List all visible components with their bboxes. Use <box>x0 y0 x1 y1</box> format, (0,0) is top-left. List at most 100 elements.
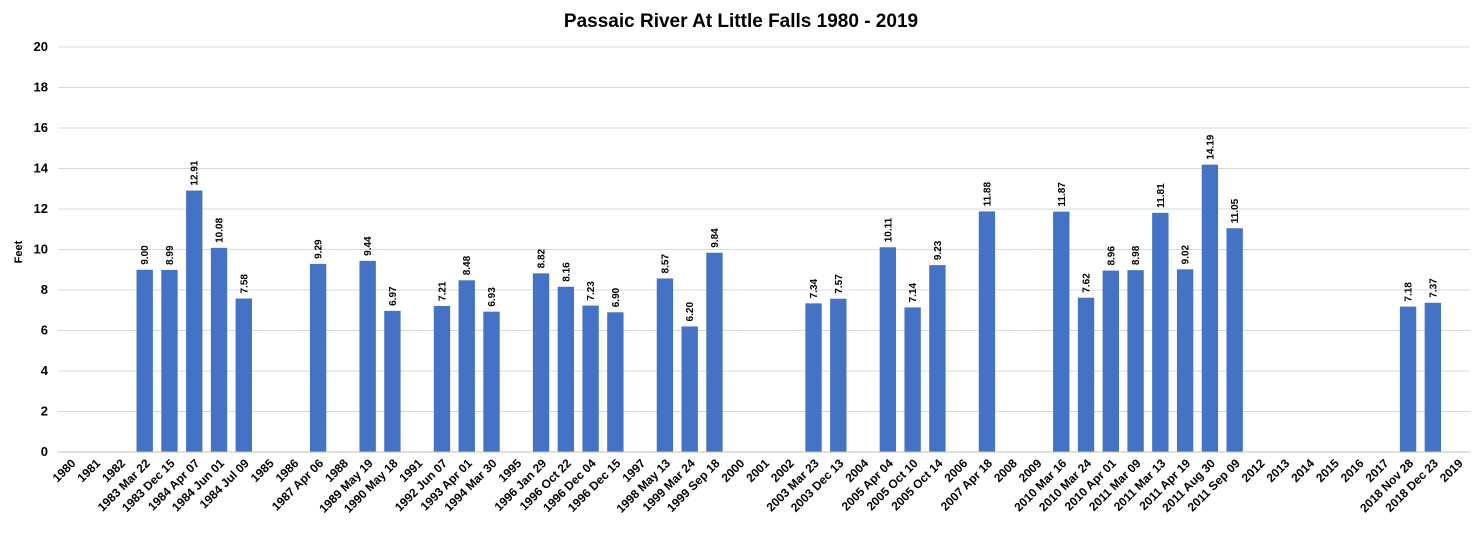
bar <box>483 311 500 452</box>
y-axis-ticks: 0 2 4 6 8 10 12 14 16 18 20 <box>34 39 49 459</box>
bar <box>978 211 996 452</box>
data-label: 11.88 <box>982 182 993 207</box>
data-label: 8.96 <box>1106 246 1117 266</box>
data-label: 7.23 <box>586 281 597 301</box>
x-tick-label: 1980 <box>50 456 79 485</box>
data-label: 9.00 <box>140 245 151 265</box>
bar <box>532 273 550 452</box>
bar <box>186 190 203 452</box>
data-label: 11.87 <box>1057 182 1068 207</box>
bar <box>582 305 599 452</box>
data-label: 7.18 <box>1404 282 1415 302</box>
y-tick-label: 12 <box>34 201 48 216</box>
chart-title: Passaic River At Little Falls 1980 - 201… <box>564 11 918 32</box>
bar <box>1102 270 1119 452</box>
data-label: 8.16 <box>561 262 572 282</box>
data-label: 9.44 <box>363 236 374 256</box>
data-label: 6.97 <box>388 286 399 306</box>
bar <box>656 278 674 452</box>
bar <box>1176 269 1194 452</box>
data-label: 8.98 <box>1131 245 1142 265</box>
data-label: 6.20 <box>685 302 696 322</box>
x-tick-label: 2001 <box>743 456 772 485</box>
y-axis-label: Feet <box>13 240 25 263</box>
data-label: 10.11 <box>883 217 894 242</box>
y-tick-label: 14 <box>34 161 49 176</box>
data-label: 10.08 <box>215 217 226 242</box>
x-tick-label: 2014 <box>1288 456 1317 485</box>
x-tick-label: 2012 <box>1239 456 1268 485</box>
x-tick-label: 2016 <box>1338 456 1367 485</box>
bar <box>433 305 451 452</box>
y-tick-label: 0 <box>41 444 48 459</box>
data-label: 11.81 <box>1156 183 1167 208</box>
data-label: 7.21 <box>437 281 448 301</box>
data-labels: 9.00 8.99 12.91 10.08 7.58 9.29 9.44 6.97 7.21 8.… <box>140 134 1439 321</box>
data-label: 8.57 <box>660 254 671 274</box>
bar <box>1053 211 1070 452</box>
data-label: 8.82 <box>537 248 548 268</box>
bar <box>210 247 228 452</box>
x-tick-label: 2000 <box>719 456 748 485</box>
bar <box>1152 212 1169 452</box>
x-tick-label: 2015 <box>1313 456 1342 485</box>
bars <box>136 164 1442 452</box>
bar <box>904 307 921 452</box>
bar <box>458 280 475 452</box>
data-label: 8.99 <box>165 245 176 265</box>
x-tick-label: 2013 <box>1264 456 1293 485</box>
bar <box>1399 306 1417 452</box>
data-label: 9.23 <box>933 240 944 260</box>
bar <box>830 298 847 452</box>
data-label: 9.29 <box>314 239 325 259</box>
y-tick-label: 16 <box>34 120 48 135</box>
gridlines <box>58 46 1470 412</box>
data-label: 8.48 <box>462 255 473 275</box>
data-label: 7.14 <box>908 283 919 303</box>
data-label: 6.93 <box>487 287 498 307</box>
y-tick-label: 8 <box>41 282 48 297</box>
bar <box>384 310 401 452</box>
y-tick-label: 4 <box>41 363 49 378</box>
x-tick-label: 1981 <box>74 456 103 485</box>
bar <box>1201 164 1219 452</box>
data-label: 7.58 <box>239 274 250 294</box>
y-tick-label: 10 <box>34 242 48 257</box>
bar <box>136 269 153 452</box>
y-tick-label: 20 <box>34 39 48 54</box>
bar <box>309 263 327 452</box>
data-label: 12.91 <box>190 160 201 185</box>
bar <box>706 252 723 452</box>
data-label: 7.62 <box>1082 273 1093 293</box>
bar <box>359 260 376 452</box>
bar <box>1226 228 1243 452</box>
y-tick-label: 6 <box>41 323 48 338</box>
data-label: 7.37 <box>1428 278 1439 298</box>
data-label: 7.34 <box>809 278 820 298</box>
y-tick-label: 2 <box>41 404 48 419</box>
bar <box>557 286 574 452</box>
x-tick-label: 2019 <box>1437 456 1466 485</box>
x-tick-label: 1985 <box>248 456 277 485</box>
bar <box>1127 270 1144 452</box>
data-label: 6.90 <box>611 287 622 307</box>
data-label: 11.05 <box>1230 198 1241 223</box>
data-label: 9.84 <box>710 228 721 248</box>
bar <box>607 312 624 452</box>
bar <box>1077 297 1095 452</box>
y-tick-label: 18 <box>34 80 48 95</box>
bar <box>235 298 252 452</box>
bar <box>879 247 897 452</box>
bar <box>805 303 822 452</box>
data-label: 9.02 <box>1181 244 1192 264</box>
data-label: 7.57 <box>834 274 845 294</box>
bar <box>681 326 698 452</box>
bar <box>929 265 946 452</box>
x-tick-label: 2008 <box>991 456 1020 485</box>
bar <box>1424 302 1442 452</box>
data-label: 14.19 <box>1205 134 1216 159</box>
bar <box>161 269 178 452</box>
